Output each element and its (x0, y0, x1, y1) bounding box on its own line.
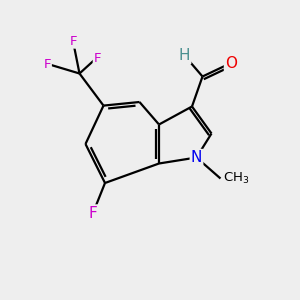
Text: CH$_3$: CH$_3$ (224, 171, 250, 186)
Text: F: F (94, 52, 101, 65)
Text: F: F (43, 58, 51, 71)
Text: F: F (88, 206, 98, 220)
Text: H: H (179, 48, 190, 63)
Text: N: N (191, 150, 202, 165)
Text: O: O (225, 56, 237, 70)
Text: F: F (70, 34, 77, 48)
